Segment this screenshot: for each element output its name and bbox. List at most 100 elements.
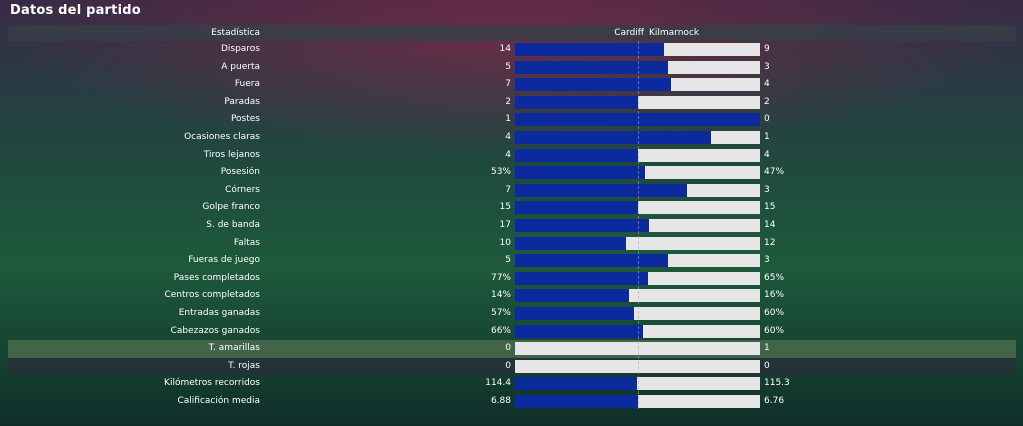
stats-table: Disparos 14 9 A puerta 5 3 Fuera 7 4 Paradas 2 2 Pos… [8,41,1016,410]
home-value: 17 [499,219,511,230]
home-share-fill [515,95,638,109]
comparison-bar [515,95,760,109]
comparison-bar [515,166,760,180]
away-value: 115.3 [764,378,790,389]
stat-label: Paradas [224,96,260,107]
away-value: 65% [764,272,785,283]
home-value: 4 [505,149,511,160]
stat-row[interactable]: T. rojas 0 0 [8,357,1016,376]
home-share-fill [515,78,671,92]
stat-row[interactable]: Calificación media 6.88 6.76 [8,393,1016,411]
comparison-bar [515,130,760,144]
comparison-bar [515,148,760,162]
away-value: 6.76 [764,395,785,406]
stat-label: Fueras de juego [188,255,260,266]
stat-label: Cabezazos ganados [170,325,260,336]
home-value: 1 [505,114,511,125]
home-share-fill [515,271,648,285]
comparison-bar [515,60,760,74]
stat-label: Disparos [220,44,260,54]
home-value: 66% [490,325,511,336]
stat-row[interactable]: Disparos 14 9 [8,41,1016,59]
stat-row[interactable]: Posesión 53% 47% [8,164,1016,182]
panel-title: Datos del partido [10,3,141,18]
home-value: 77% [490,272,511,283]
stat-row[interactable]: Córners 7 3 [8,182,1016,200]
stat-label: Calificación media [177,395,261,406]
away-value: 9 [764,44,770,54]
stat-label: Kilómetros recorridos [164,378,260,389]
stat-row[interactable]: T. amarillas 0 1 [8,340,1016,358]
comparison-bar [515,324,760,338]
home-value: 0 [505,360,511,371]
comparison-bar [515,201,760,215]
stat-label: Faltas [233,237,260,248]
stat-row[interactable]: Pases completados 77% 65% [8,270,1016,288]
stat-row[interactable]: Ocasiones claras 4 1 [8,129,1016,147]
away-value: 60% [764,307,785,318]
home-share-fill [515,130,711,144]
away-value: 60% [764,325,785,336]
stat-row[interactable]: Golpe franco 15 15 [8,199,1016,217]
comparison-bar [515,78,760,92]
home-value: 10 [499,237,511,248]
home-share-fill [515,394,639,408]
home-share-fill [515,201,638,215]
away-value: 1 [764,343,770,354]
comparison-bar [515,394,760,408]
home-share-fill [515,113,760,127]
home-share-fill [515,60,669,74]
home-share-fill [515,306,635,320]
home-value: 0 [505,343,511,354]
home-value: 6.88 [490,395,511,406]
away-value: 4 [764,79,770,90]
stat-label: T. rojas [228,360,260,371]
stat-label: Posesión [220,167,260,178]
stat-row[interactable]: Fuera 7 4 [8,76,1016,94]
home-share-fill [515,148,638,162]
away-value: 14 [764,219,776,230]
stat-row[interactable]: Centros completados 14% 16% [8,287,1016,305]
home-value: 14% [490,290,511,301]
home-value: 5 [505,255,511,266]
comparison-bar [515,254,760,268]
home-value: 53% [490,167,511,178]
stat-label: T. amarillas [208,343,260,354]
away-value: 16% [764,290,785,301]
stat-label: Fuera [234,79,260,90]
home-share-fill [515,324,644,338]
away-value: 3 [764,61,770,72]
away-value: 4 [764,149,770,160]
away-value: 12 [764,237,776,248]
home-share-fill [515,289,630,303]
away-value: 3 [764,255,770,266]
stat-row[interactable]: Postes 1 0 [8,111,1016,129]
stat-label: Tiros lejanos [203,149,260,160]
away-value: 3 [764,184,770,195]
stat-row[interactable]: A puerta 5 3 [8,59,1016,77]
stat-label: A puerta [221,61,260,72]
stat-label: Entradas ganadas [178,307,260,318]
stat-row[interactable]: Tiros lejanos 4 4 [8,147,1016,165]
home-value: 57% [490,307,511,318]
stat-column-header: Estadística [211,28,260,38]
stat-row[interactable]: Entradas ganadas 57% 60% [8,305,1016,323]
home-value: 7 [505,184,511,195]
comparison-bar [515,342,760,356]
home-share-fill [515,236,627,250]
away-value: 15 [764,202,776,213]
stat-label: Centros completados [164,290,260,301]
stat-row[interactable]: Kilómetros recorridos 114.4 115.3 [8,375,1016,393]
comparison-bar [515,359,760,373]
away-value: 0 [764,114,770,125]
stat-row[interactable]: S. de banda 17 14 [8,217,1016,235]
stat-row[interactable]: Cabezazos ganados 66% 60% [8,323,1016,341]
stat-row[interactable]: Faltas 10 12 [8,235,1016,253]
stat-row[interactable]: Fueras de juego 5 3 [8,252,1016,270]
stat-row[interactable]: Paradas 2 2 [8,94,1016,112]
home-team-name: Cardiff [614,28,644,38]
comparison-bar [515,218,760,232]
comparison-bar [515,377,760,391]
home-share-fill [515,43,665,56]
